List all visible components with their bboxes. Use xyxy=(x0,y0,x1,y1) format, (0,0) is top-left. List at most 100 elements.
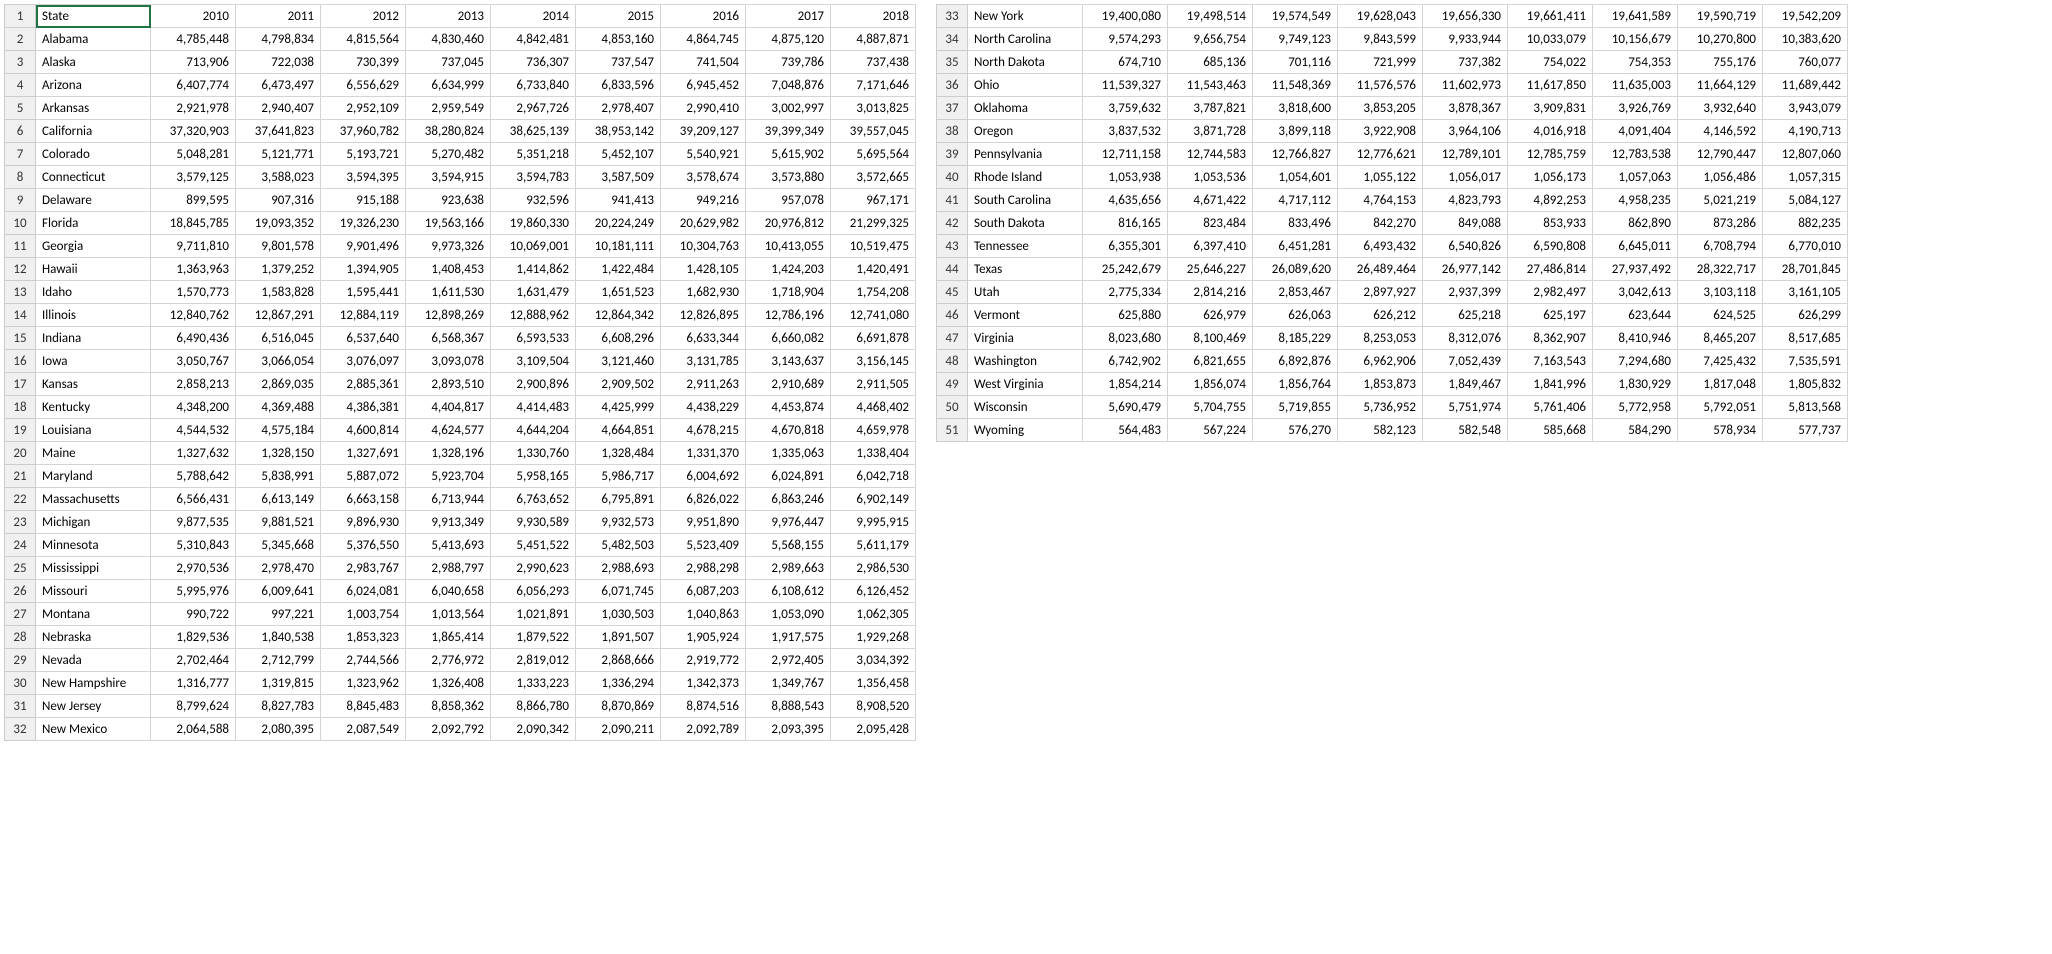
population-cell[interactable]: 1,328,484 xyxy=(576,442,661,465)
population-cell[interactable]: 19,656,330 xyxy=(1423,5,1508,28)
row-header[interactable]: 50 xyxy=(937,396,968,419)
population-cell[interactable]: 2,064,588 xyxy=(151,718,236,741)
population-cell[interactable]: 2,989,663 xyxy=(746,557,831,580)
population-cell[interactable]: 2,911,263 xyxy=(661,373,746,396)
population-cell[interactable]: 11,689,442 xyxy=(1763,74,1848,97)
population-cell[interactable]: 2,092,792 xyxy=(406,718,491,741)
state-name-cell[interactable]: Alabama xyxy=(36,28,151,51)
population-cell[interactable]: 9,973,326 xyxy=(406,235,491,258)
population-cell[interactable]: 19,590,719 xyxy=(1678,5,1763,28)
state-name-cell[interactable]: Wyoming xyxy=(968,419,1083,442)
population-cell[interactable]: 3,066,054 xyxy=(236,350,321,373)
row-header[interactable]: 21 xyxy=(5,465,36,488)
population-cell[interactable]: 10,156,679 xyxy=(1593,28,1678,51)
population-cell[interactable]: 6,355,301 xyxy=(1083,235,1168,258)
population-cell[interactable]: 11,539,327 xyxy=(1083,74,1168,97)
population-cell[interactable]: 1,349,767 xyxy=(746,672,831,695)
population-cell[interactable]: 20,629,982 xyxy=(661,212,746,235)
population-cell[interactable]: 2,819,012 xyxy=(491,649,576,672)
population-cell[interactable]: 5,452,107 xyxy=(576,143,661,166)
population-cell[interactable]: 9,995,915 xyxy=(831,511,916,534)
state-name-cell[interactable]: New Jersey xyxy=(36,695,151,718)
population-cell[interactable]: 12,741,080 xyxy=(831,304,916,327)
row-header[interactable]: 11 xyxy=(5,235,36,258)
state-name-cell[interactable]: Kansas xyxy=(36,373,151,396)
row-header[interactable]: 30 xyxy=(5,672,36,695)
population-cell[interactable]: 6,397,410 xyxy=(1168,235,1253,258)
population-cell[interactable]: 37,960,782 xyxy=(321,120,406,143)
population-cell[interactable]: 625,218 xyxy=(1423,304,1508,327)
state-name-cell[interactable]: Oklahoma xyxy=(968,97,1083,120)
population-cell[interactable]: 2,092,789 xyxy=(661,718,746,741)
population-cell[interactable]: 4,830,460 xyxy=(406,28,491,51)
population-cell[interactable]: 2,869,035 xyxy=(236,373,321,396)
row-header[interactable]: 41 xyxy=(937,189,968,212)
state-name-cell[interactable]: Florida xyxy=(36,212,151,235)
population-cell[interactable]: 4,468,402 xyxy=(831,396,916,419)
population-cell[interactable]: 6,087,203 xyxy=(661,580,746,603)
population-cell[interactable]: 6,126,452 xyxy=(831,580,916,603)
population-cell[interactable]: 7,535,591 xyxy=(1763,350,1848,373)
population-cell[interactable]: 6,490,436 xyxy=(151,327,236,350)
population-cell[interactable]: 2,988,298 xyxy=(661,557,746,580)
population-cell[interactable]: 5,310,843 xyxy=(151,534,236,557)
population-cell[interactable]: 6,708,794 xyxy=(1678,235,1763,258)
state-name-cell[interactable]: Colorado xyxy=(36,143,151,166)
state-name-cell[interactable]: New Mexico xyxy=(36,718,151,741)
population-cell[interactable]: 3,899,118 xyxy=(1253,120,1338,143)
population-cell[interactable]: 4,190,713 xyxy=(1763,120,1848,143)
population-cell[interactable]: 37,320,903 xyxy=(151,120,236,143)
population-cell[interactable]: 12,884,119 xyxy=(321,304,406,327)
population-cell[interactable]: 4,600,814 xyxy=(321,419,406,442)
population-cell[interactable]: 1,853,873 xyxy=(1338,373,1423,396)
population-cell[interactable]: 2,972,405 xyxy=(746,649,831,672)
population-cell[interactable]: 4,842,481 xyxy=(491,28,576,51)
population-cell[interactable]: 6,004,692 xyxy=(661,465,746,488)
population-cell[interactable]: 5,887,072 xyxy=(321,465,406,488)
population-cell[interactable]: 6,071,745 xyxy=(576,580,661,603)
population-cell[interactable]: 3,871,728 xyxy=(1168,120,1253,143)
population-cell[interactable]: 2,937,399 xyxy=(1423,281,1508,304)
population-cell[interactable]: 6,042,718 xyxy=(831,465,916,488)
population-cell[interactable]: 12,807,060 xyxy=(1763,143,1848,166)
population-cell[interactable]: 1,021,891 xyxy=(491,603,576,626)
row-header[interactable]: 32 xyxy=(5,718,36,741)
population-cell[interactable]: 3,034,392 xyxy=(831,649,916,672)
population-cell[interactable]: 625,197 xyxy=(1508,304,1593,327)
population-cell[interactable]: 3,837,532 xyxy=(1083,120,1168,143)
population-cell[interactable]: 737,547 xyxy=(576,51,661,74)
population-cell[interactable]: 9,801,578 xyxy=(236,235,321,258)
population-cell[interactable]: 626,299 xyxy=(1763,304,1848,327)
population-cell[interactable]: 19,860,330 xyxy=(491,212,576,235)
population-cell[interactable]: 4,644,204 xyxy=(491,419,576,442)
population-cell[interactable]: 2,952,109 xyxy=(321,97,406,120)
population-cell[interactable]: 3,013,825 xyxy=(831,97,916,120)
population-cell[interactable]: 1,323,962 xyxy=(321,672,406,695)
population-cell[interactable]: 6,763,652 xyxy=(491,488,576,511)
population-cell[interactable]: 4,664,851 xyxy=(576,419,661,442)
row-header[interactable]: 5 xyxy=(5,97,36,120)
population-cell[interactable]: 19,326,230 xyxy=(321,212,406,235)
population-cell[interactable]: 1,879,522 xyxy=(491,626,576,649)
population-cell[interactable]: 19,542,209 xyxy=(1763,5,1848,28)
population-cell[interactable]: 730,399 xyxy=(321,51,406,74)
population-cell[interactable]: 9,976,447 xyxy=(746,511,831,534)
population-cell[interactable]: 1,057,315 xyxy=(1763,166,1848,189)
population-cell[interactable]: 4,764,153 xyxy=(1338,189,1423,212)
population-cell[interactable]: 2,090,342 xyxy=(491,718,576,741)
population-cell[interactable]: 754,353 xyxy=(1593,51,1678,74)
state-name-cell[interactable]: Kentucky xyxy=(36,396,151,419)
population-cell[interactable]: 11,617,850 xyxy=(1508,74,1593,97)
state-name-cell[interactable]: California xyxy=(36,120,151,143)
population-cell[interactable]: 37,641,823 xyxy=(236,120,321,143)
population-cell[interactable]: 949,216 xyxy=(661,189,746,212)
population-cell[interactable]: 736,307 xyxy=(491,51,576,74)
population-cell[interactable]: 5,121,771 xyxy=(236,143,321,166)
state-name-cell[interactable]: Michigan xyxy=(36,511,151,534)
population-cell[interactable]: 12,776,621 xyxy=(1338,143,1423,166)
population-cell[interactable]: 4,425,999 xyxy=(576,396,661,419)
population-cell[interactable]: 8,100,469 xyxy=(1168,327,1253,350)
population-cell[interactable]: 6,962,906 xyxy=(1338,350,1423,373)
population-cell[interactable]: 27,486,814 xyxy=(1508,258,1593,281)
population-cell[interactable]: 10,304,763 xyxy=(661,235,746,258)
